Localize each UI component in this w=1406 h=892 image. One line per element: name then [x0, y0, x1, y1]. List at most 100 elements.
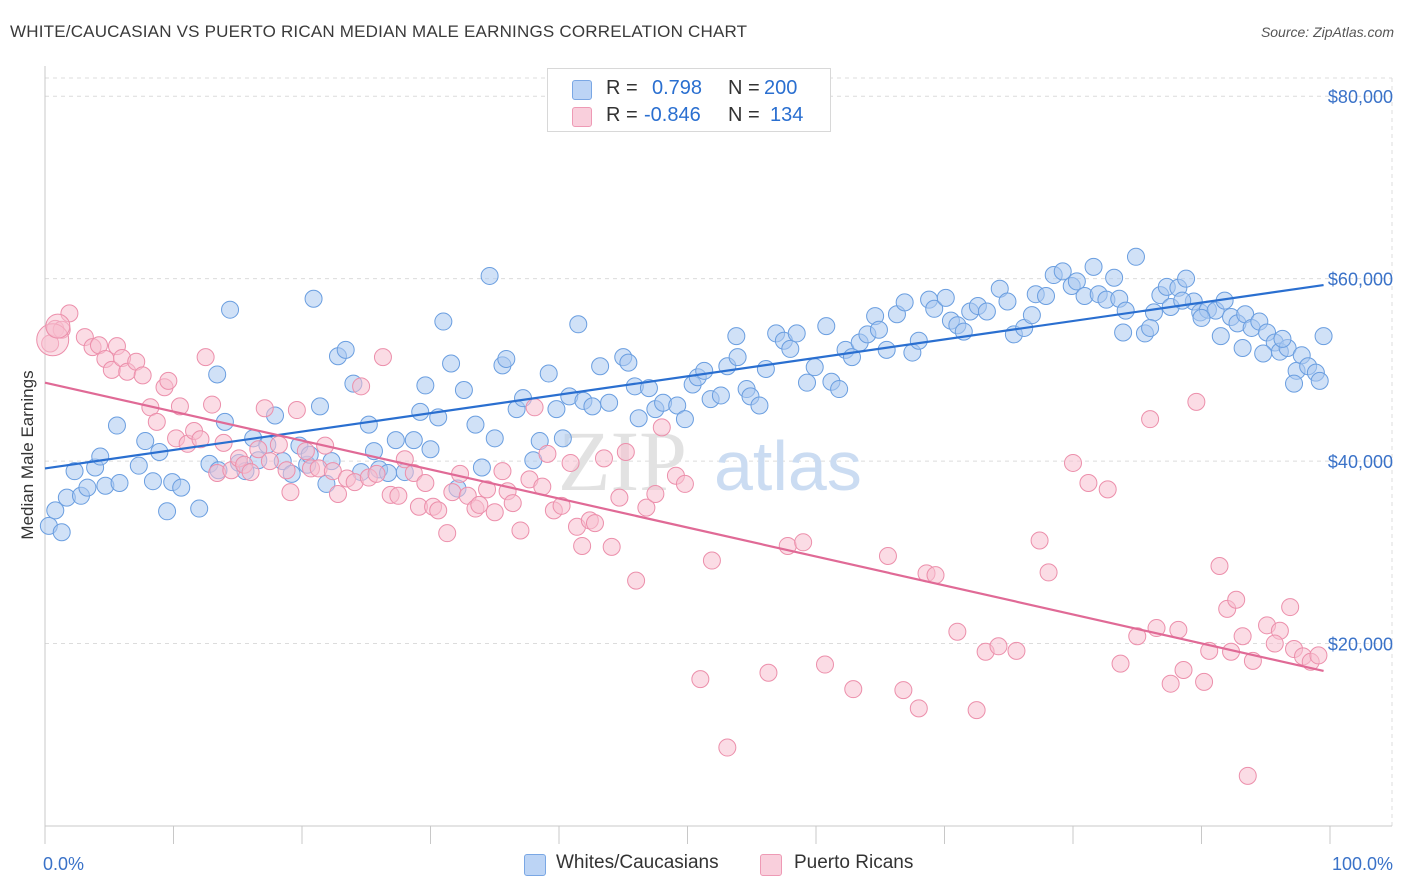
data-point-whites: [591, 357, 610, 376]
data-point-puerto-rican: [1128, 627, 1147, 646]
data-point-puerto-rican: [1210, 557, 1229, 576]
trend-line-whites: [44, 283, 1324, 470]
data-point-puerto-rican: [269, 435, 288, 454]
data-point-whites: [569, 315, 588, 334]
data-point-whites: [1273, 329, 1292, 348]
data-point-whites: [539, 364, 558, 383]
data-point-whites: [711, 386, 730, 405]
data-point-whites: [304, 289, 323, 308]
data-point-whites: [1254, 344, 1273, 363]
data-point-whites: [629, 409, 648, 428]
legend-row-whites: R = 0.798 N = 200: [548, 75, 830, 101]
data-point-puerto-rican: [1161, 674, 1180, 693]
legend-n-label: N =: [728, 77, 760, 99]
data-point-whites: [798, 373, 817, 392]
data-point-puerto-rican: [948, 622, 967, 641]
data-point-puerto-rican: [1281, 598, 1300, 617]
data-point-puerto-rican: [1309, 646, 1328, 665]
data-point-puerto-rican: [1030, 531, 1049, 550]
data-point-whites: [583, 397, 602, 416]
data-point-whites: [107, 416, 126, 435]
legend-swatch-puerto-ricans: [760, 854, 782, 876]
data-point-whites: [547, 400, 566, 419]
data-point-whites: [1084, 257, 1103, 276]
data-point-puerto-rican: [602, 537, 621, 556]
data-point-puerto-rican: [538, 444, 557, 463]
data-point-whites: [1285, 374, 1304, 393]
data-point-whites: [359, 415, 378, 434]
data-point-puerto-rican: [759, 663, 778, 682]
data-point-whites: [977, 302, 996, 321]
data-point-whites: [480, 266, 499, 285]
data-point-puerto-rican: [616, 443, 635, 461]
data-point-whites: [1116, 301, 1135, 320]
y-axis-title: Median Male Earnings: [18, 370, 37, 539]
data-point-puerto-rican: [561, 453, 580, 472]
data-point-whites: [600, 393, 619, 412]
legend-r-label: R =: [606, 77, 638, 99]
data-point-puerto-rican: [328, 484, 347, 503]
data-point-whites: [404, 431, 423, 450]
data-point-puerto-rican: [1141, 410, 1160, 429]
data-point-whites: [895, 293, 914, 312]
data-point-whites: [442, 354, 461, 373]
data-point-whites: [619, 353, 638, 372]
data-point-puerto-rican: [196, 348, 215, 367]
data-point-whites: [472, 458, 491, 477]
data-point-puerto-rican: [260, 452, 279, 471]
data-point-whites: [129, 456, 148, 475]
data-point-puerto-rican: [485, 503, 504, 522]
legend-r-value-whites: 0.798: [652, 77, 703, 99]
data-point-whites: [136, 432, 155, 451]
data-point-puerto-rican: [170, 397, 189, 416]
data-point-whites: [909, 331, 928, 350]
data-point-puerto-rican: [909, 699, 928, 718]
x-tick-label: 100.0%: [1332, 854, 1393, 874]
data-point-puerto-rican: [511, 521, 530, 540]
data-point-puerto-rican: [573, 536, 592, 555]
data-point-puerto-rican: [594, 449, 613, 468]
data-point-puerto-rican: [416, 474, 435, 493]
y-tick-label: $20,000: [1328, 635, 1393, 655]
data-point-puerto-rican: [373, 348, 392, 367]
data-point-puerto-rican: [691, 670, 710, 689]
data-point-puerto-rican: [203, 395, 222, 414]
data-point-whites: [756, 359, 775, 378]
legend-r-label: R =: [606, 104, 638, 126]
data-point-puerto-rican: [1227, 590, 1246, 609]
legend-n-value-whites: 200: [764, 77, 798, 99]
data-point-whites: [143, 472, 162, 491]
data-point-whites: [695, 361, 714, 380]
data-point-puerto-rican: [967, 701, 986, 720]
y-tick-label: $80,000: [1328, 87, 1393, 107]
trend-lines: [44, 283, 1324, 672]
data-point-whites: [675, 410, 694, 429]
data-point-whites: [639, 379, 658, 398]
data-point-puerto-rican: [637, 498, 656, 517]
data-point-puerto-rican: [525, 398, 544, 417]
data-point-whites: [781, 339, 800, 358]
legend-swatch-whites: [524, 854, 546, 876]
data-point-whites: [805, 358, 824, 377]
data-point-puerto-rican: [1265, 634, 1284, 653]
correlation-legend: R = 0.798 N = 200 R = -0.846 N = 134: [547, 68, 831, 132]
data-point-puerto-rican: [389, 486, 408, 505]
data-point-puerto-rican: [133, 366, 152, 385]
data-point-puerto-rican: [610, 488, 629, 507]
data-point-whites: [1105, 268, 1124, 287]
legend-label-whites: Whites/Caucasians: [556, 852, 719, 873]
data-point-whites: [416, 376, 435, 395]
data-point-puerto-rican: [552, 496, 571, 515]
data-point-whites: [208, 365, 227, 384]
data-point-puerto-rican: [1079, 474, 1098, 493]
data-point-whites: [1177, 269, 1196, 288]
data-point-whites: [869, 320, 888, 339]
data-point-whites: [65, 462, 84, 481]
data-point-puerto-rican: [794, 533, 813, 552]
data-point-puerto-rican: [367, 464, 386, 483]
data-point-whites: [434, 312, 453, 331]
data-point-puerto-rican: [627, 571, 646, 590]
legend-swatch-puerto-ricans: [572, 107, 592, 127]
data-point-puerto-rican: [894, 681, 913, 700]
data-point-whites: [1114, 323, 1133, 342]
